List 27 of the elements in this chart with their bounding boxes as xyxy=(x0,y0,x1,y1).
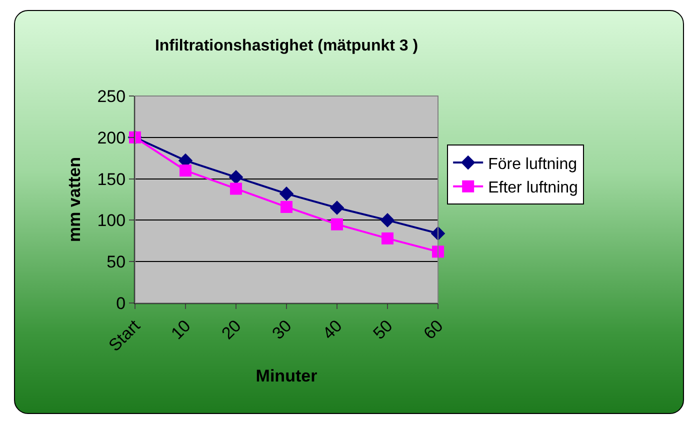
point xyxy=(380,213,395,228)
point xyxy=(331,218,343,230)
point xyxy=(228,170,244,184)
point xyxy=(279,186,294,201)
x-tick-label: 30 xyxy=(268,316,296,344)
x-tick-label: 10 xyxy=(168,316,194,344)
point xyxy=(180,164,192,177)
legend-label: Efter luftning xyxy=(488,180,578,197)
y-tick-label: 0 xyxy=(116,294,126,313)
x-tick-label: 60 xyxy=(420,316,447,344)
chart-title: Infiltrationshastighet (mätpunkt 3 ) xyxy=(154,37,418,54)
point xyxy=(330,200,344,215)
x-tick-label: 50 xyxy=(370,316,396,344)
y-tick-label: 250 xyxy=(97,86,126,106)
y-tick-label: 100 xyxy=(97,211,126,230)
point xyxy=(432,246,444,258)
y-tick-label: 50 xyxy=(106,252,126,272)
point xyxy=(280,200,292,213)
point xyxy=(382,232,394,244)
y-tick-label: 150 xyxy=(97,170,126,189)
point xyxy=(230,182,242,195)
x-axis-title: Minuter xyxy=(256,366,318,386)
x-tick-label: 40 xyxy=(319,316,346,344)
y-tick-label: 200 xyxy=(97,128,126,148)
y-axis-title: mm vatten xyxy=(64,156,84,242)
legend-label: Före luftning xyxy=(488,156,578,173)
x-tick-label: 20 xyxy=(218,316,245,344)
